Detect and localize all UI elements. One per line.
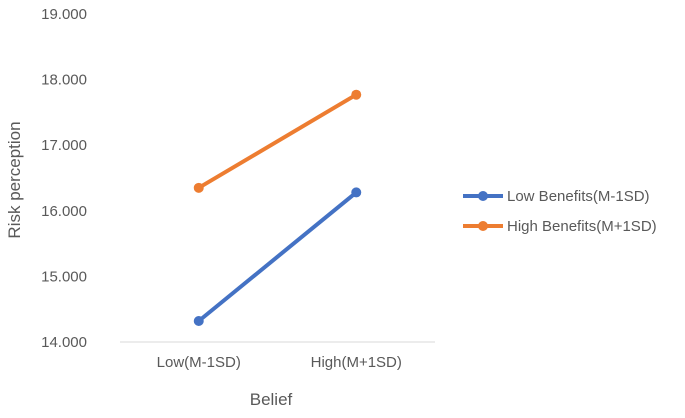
legend-item: High Benefits(M+1SD)	[463, 218, 657, 235]
legend-item: Low Benefits(M-1SD)	[463, 188, 650, 205]
x-axis-ticks: Low(M-1SD) High(M+1SD)	[157, 354, 402, 371]
series-line	[196, 190, 359, 324]
data-point	[351, 187, 362, 198]
y-axis-ticks: 14.000 15.000 16.000 17.000 18.000 19.000	[41, 6, 87, 351]
data-point	[193, 182, 204, 193]
data-point	[351, 89, 362, 100]
legend-marker	[478, 221, 488, 231]
y-tick-label: 15.000	[41, 268, 87, 285]
x-axis-title: Belief	[250, 390, 293, 409]
y-tick-label: 17.000	[41, 137, 87, 154]
legend-label: Low Benefits(M-1SD)	[507, 188, 650, 205]
legend-label: High Benefits(M+1SD)	[507, 218, 657, 235]
y-tick-label: 19.000	[41, 6, 87, 23]
y-tick-label: 14.000	[41, 334, 87, 351]
legend-marker	[478, 191, 488, 201]
series-layer	[193, 89, 362, 327]
y-tick-label: 18.000	[41, 72, 87, 89]
series-line	[196, 92, 359, 190]
series-2	[193, 89, 362, 193]
series-1	[193, 187, 362, 327]
x-tick-label: High(M+1SD)	[311, 354, 402, 371]
data-point	[193, 316, 204, 327]
y-axis-title: Risk perception	[5, 121, 24, 238]
y-tick-label: 16.000	[41, 203, 87, 220]
legend: Low Benefits(M-1SD) High Benefits(M+1SD)	[463, 188, 657, 235]
x-tick-label: Low(M-1SD)	[157, 354, 241, 371]
